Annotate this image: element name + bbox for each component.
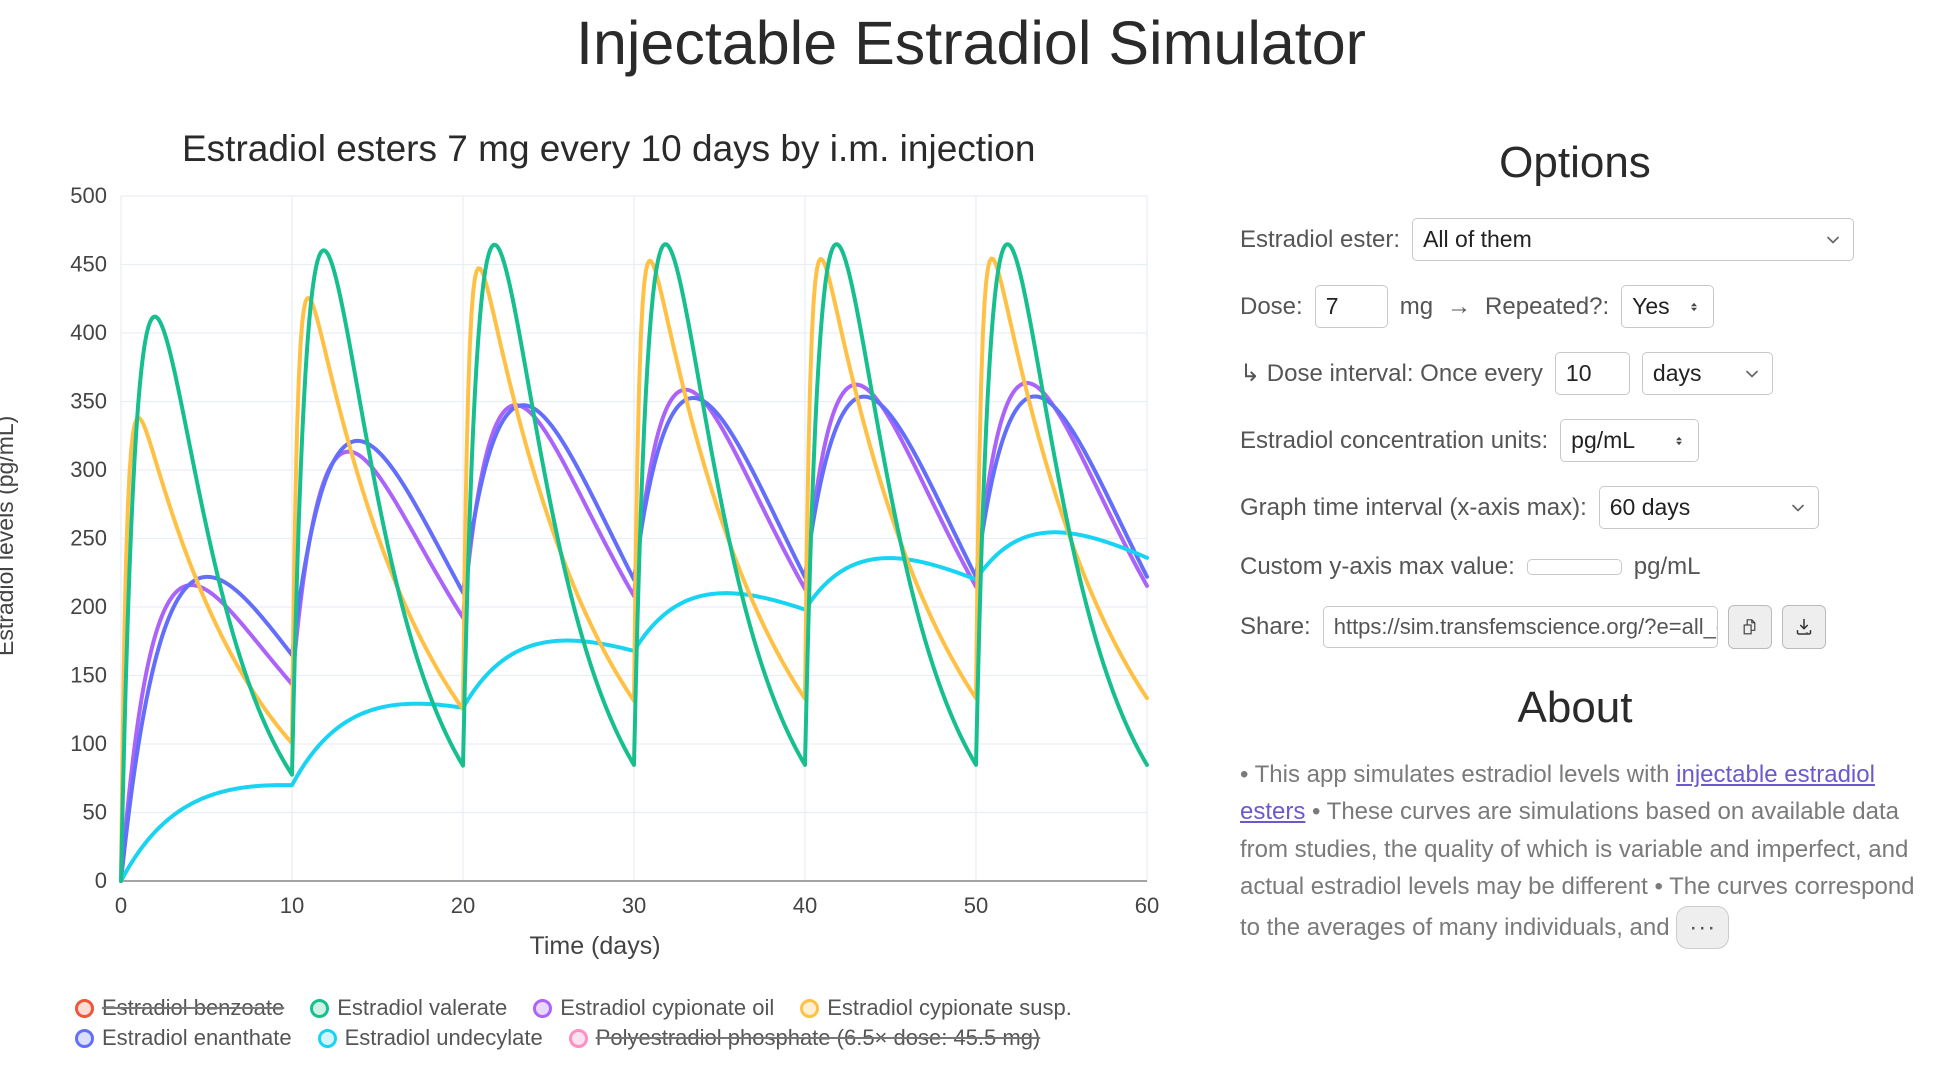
svg-text:20: 20 [451, 893, 475, 918]
svg-text:60: 60 [1135, 893, 1159, 918]
svg-text:300: 300 [70, 457, 107, 482]
svg-text:450: 450 [70, 252, 107, 277]
svg-text:200: 200 [70, 594, 107, 619]
svg-text:0: 0 [95, 868, 107, 893]
svg-text:0: 0 [115, 893, 127, 918]
svg-text:10: 10 [280, 893, 304, 918]
svg-text:40: 40 [793, 893, 817, 918]
svg-text:50: 50 [83, 800, 107, 825]
svg-text:500: 500 [70, 183, 107, 208]
svg-text:400: 400 [70, 320, 107, 345]
svg-text:250: 250 [70, 526, 107, 551]
svg-text:30: 30 [622, 893, 646, 918]
svg-text:50: 50 [964, 893, 988, 918]
svg-text:100: 100 [70, 731, 107, 756]
svg-text:150: 150 [70, 663, 107, 688]
svg-text:350: 350 [70, 389, 107, 414]
